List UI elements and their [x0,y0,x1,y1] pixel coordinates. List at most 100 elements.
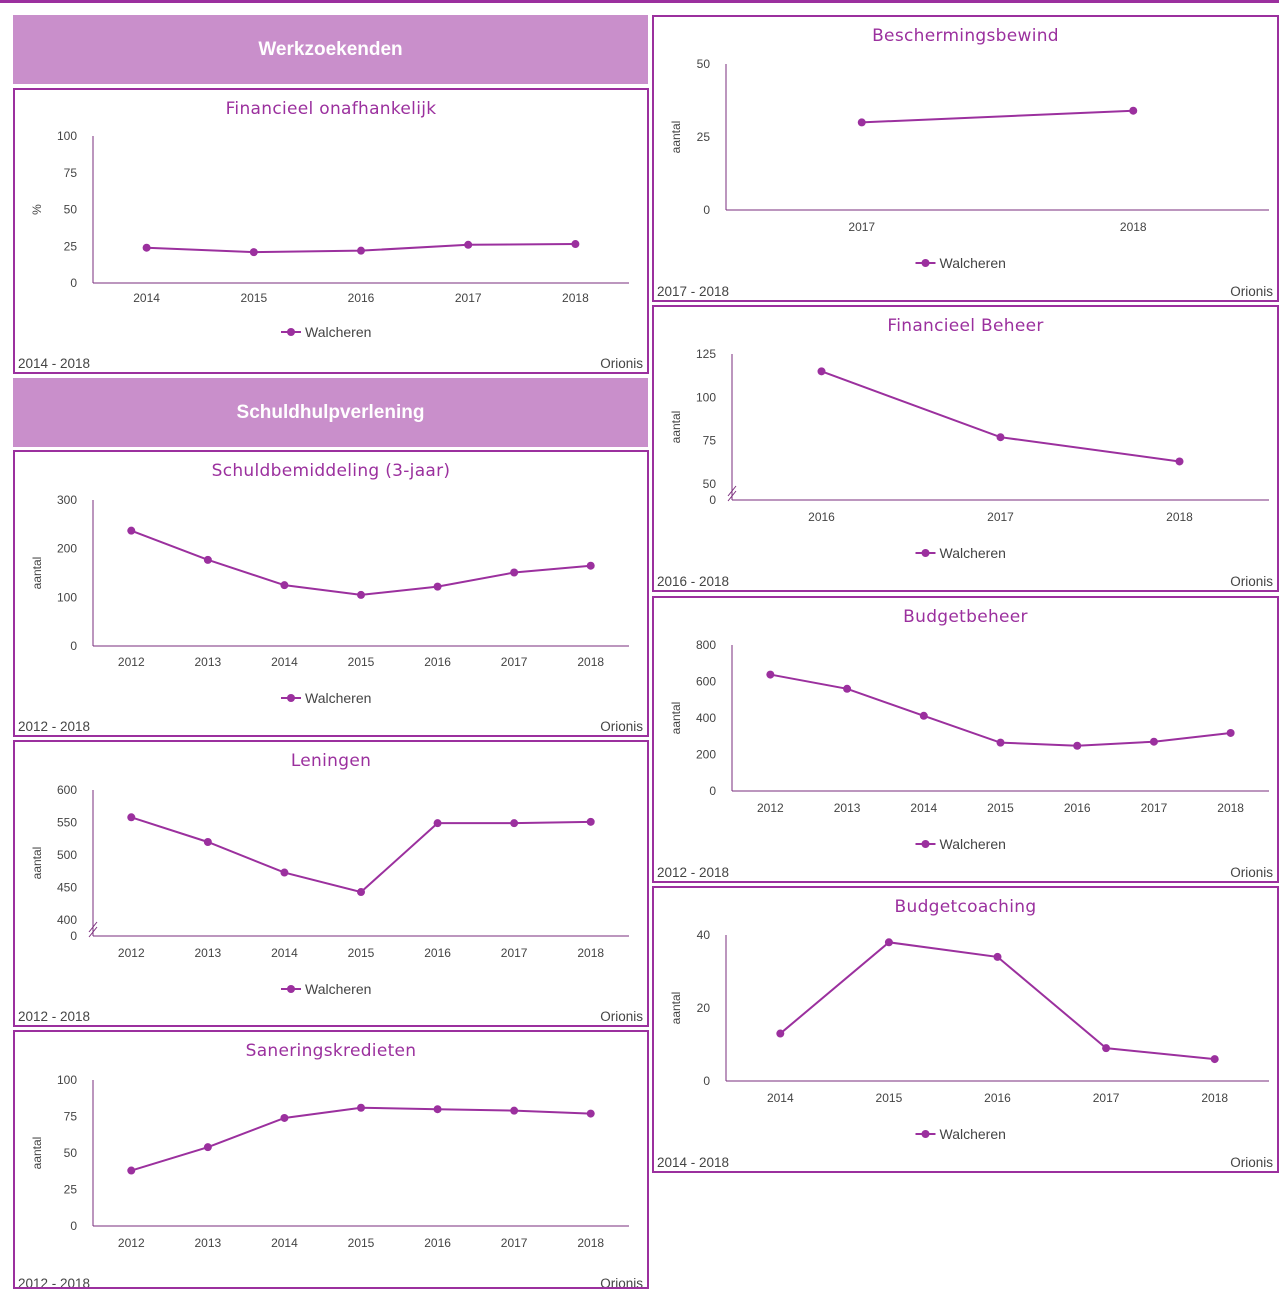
x-tick-label: 2015 [348,946,375,960]
chart-panel-schuldbemiddeling: Schuldbemiddeling (3-jaar) 0 100 200 300 aant… [13,450,649,737]
chart-title: Saneringskredieten [246,1041,417,1061]
y-tick-label: 50 [64,203,78,217]
x-tick-label: 2012 [118,655,145,669]
x-tick-label: 2017 [1141,801,1168,815]
x-tick-label: 2017 [455,291,482,305]
chart-panel-budgetcoaching: Budgetcoaching 0 20 40 aantal 2014 2015 2016 201… [652,886,1279,1173]
data-point [203,555,212,564]
y-tick-label: 0 [70,1219,77,1233]
data-point [433,1105,442,1114]
chart-title: Schuldbemiddeling (3-jaar) [212,461,451,481]
y-tick-label: 75 [64,166,78,180]
chart-title: Budgetbeheer [903,607,1028,627]
data-point [203,838,212,846]
y-tick-label: 550 [57,816,77,830]
chart-panel-financieel-beheer: Financieel Beheer 50 75 100 125 0 aantal 2016 20… [652,305,1279,592]
source-label: Orionis [1230,865,1273,880]
y-tick-label: 25 [64,239,78,253]
source-label: Orionis [600,719,643,734]
legend-label: Walcheren [305,981,371,997]
legend-label: Walcheren [940,545,1006,561]
data-point [433,582,442,591]
source-label: Orionis [600,356,643,371]
section-header-schuldhulpverlening: Schuldhulpverlening [13,378,648,447]
data-point [357,590,365,599]
chart-panel-financieel-onafhankelijk: Financieel onafhankelijk 0 25 50 75 100% 2014 2… [13,88,649,374]
data-point [766,670,775,679]
source-label: Orionis [1230,284,1273,299]
chart-panel-saneringskredieten: Saneringskredieten 0 25 50 75 100 aantal 2012 20… [13,1030,649,1289]
x-tick-label: 2017 [1093,1091,1120,1105]
y-axis-label: aantal [30,557,44,590]
x-tick-label: 2014 [910,801,937,815]
data-point [571,240,580,249]
chart-panel-beschermingsbewind: Beschermingsbewind 0 25 50 aantal 2017 2018 Wal… [652,15,1279,302]
data-point [1175,457,1184,466]
data-point [857,118,866,127]
y-tick-label: 0 [703,1074,710,1088]
x-tick-label: 2018 [1166,510,1193,524]
chart-svg: Budgetbeheer 0 200 400 600 800 aantal 2012 2013 2… [657,607,1273,880]
y-tick-label: 600 [57,783,77,797]
chart-panel-leningen: Leningen 400 450 500 550 600 0 aantal 2012 2013 20… [13,740,649,1027]
data-point [464,240,473,249]
period-label: 2012 - 2018 [18,1276,90,1287]
x-tick-label: 2013 [834,801,861,815]
data-point [586,561,595,570]
y-tick-label: 20 [697,1001,711,1015]
x-tick-label: 2015 [876,1091,903,1105]
data-point [586,817,595,826]
series-line-walcheren [130,816,591,894]
chart-panel-budgetbeheer: Budgetbeheer 0 200 400 600 800 aantal 2012 2013 2… [652,596,1279,883]
y-tick-label: 50 [703,477,717,491]
legend-label: Walcheren [940,1126,1006,1142]
chart-svg: Saneringskredieten 0 25 50 75 100 aantal 2012 20… [18,1041,643,1287]
y-tick-label: 25 [64,1183,78,1197]
x-tick-label: 2016 [348,291,375,305]
period-label: 2016 - 2018 [657,574,729,589]
x-tick-label: 2012 [757,801,784,815]
x-tick-label: 2018 [577,655,604,669]
y-tick-label: 40 [697,928,711,942]
data-point [1210,1055,1219,1064]
x-tick-label: 2014 [133,291,160,305]
x-tick-label: 2016 [1064,801,1091,815]
data-point [433,819,442,828]
data-point [996,433,1005,442]
y-tick-label: 300 [57,493,77,507]
data-point [510,1106,519,1115]
period-label: 2012 - 2018 [18,719,90,734]
x-tick-label: 2013 [195,946,222,960]
data-point [1073,741,1082,750]
y-tick-label: 75 [703,434,717,448]
data-point [127,526,136,535]
x-tick-label: 2018 [577,946,604,960]
data-point [1226,728,1235,737]
y-tick-label: 50 [64,1146,78,1160]
source-label: Orionis [600,1276,643,1287]
series-line-walcheren [130,1106,591,1172]
x-tick-label: 2015 [348,655,375,669]
top-accent-bar [0,0,1279,3]
data-point [127,1166,136,1175]
axis-break-mark [88,926,98,938]
x-tick-label: 2014 [767,1091,794,1105]
chart-svg: Leningen 400 450 500 550 600 0 aantal 2012 2013 20… [18,751,643,1024]
data-point [586,1109,595,1118]
period-label: 2014 - 2018 [657,1155,729,1170]
y-tick-label: 0 [703,203,710,217]
series-line-walcheren [130,529,591,596]
axis-break-mark [88,921,98,933]
x-tick-label: 2015 [987,801,1014,815]
data-point [1129,106,1138,115]
legend-label: Walcheren [305,690,371,706]
chart-title: Budgetcoaching [895,897,1037,917]
x-tick-label: 2015 [240,291,267,305]
data-point [203,1143,212,1152]
legend-label: Walcheren [305,324,371,340]
y-tick-label: 0 [70,639,77,653]
x-tick-label: 2018 [1120,220,1147,234]
x-tick-label: 2014 [271,655,298,669]
x-tick-label: 2015 [348,1236,375,1250]
data-point [1102,1044,1111,1053]
